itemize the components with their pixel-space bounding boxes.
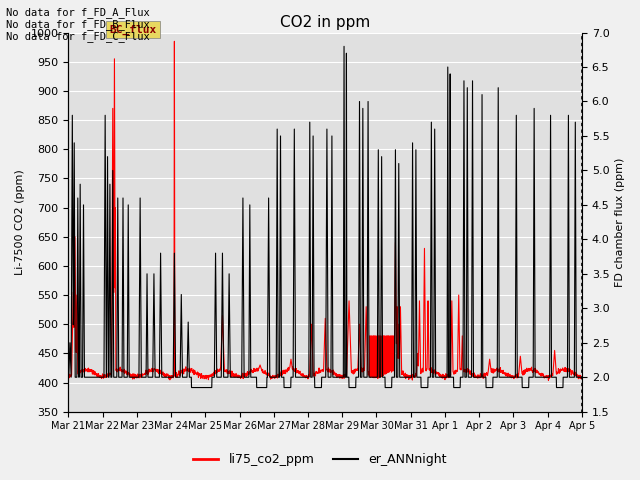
- Title: CO2 in ppm: CO2 in ppm: [280, 15, 371, 30]
- Text: No data for f_FD_B_Flux: No data for f_FD_B_Flux: [6, 19, 150, 30]
- Text: No data for f_FD_C_Flux: No data for f_FD_C_Flux: [6, 31, 150, 42]
- Y-axis label: FD chamber flux (ppm): FD chamber flux (ppm): [615, 157, 625, 287]
- Y-axis label: Li-7500 CO2 (ppm): Li-7500 CO2 (ppm): [15, 169, 25, 275]
- Text: No data for f_FD_A_Flux: No data for f_FD_A_Flux: [6, 7, 150, 18]
- Text: BC_flux: BC_flux: [109, 24, 157, 35]
- Legend: li75_co2_ppm, er_ANNnight: li75_co2_ppm, er_ANNnight: [188, 448, 452, 471]
